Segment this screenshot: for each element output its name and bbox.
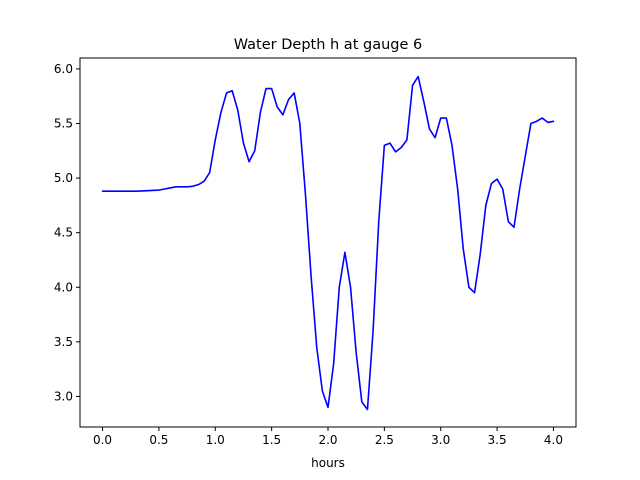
x-tick-label-0: 0.0 xyxy=(93,433,112,447)
y-tick-label-0: 3.0 xyxy=(54,389,73,403)
chart-title: Water Depth h at gauge 6 xyxy=(234,37,422,53)
x-tick-label-1: 0.5 xyxy=(149,433,168,447)
y-tick-label-5: 5.5 xyxy=(54,117,73,131)
x-axis-label: hours xyxy=(311,456,345,470)
y-tick-label-6: 6.0 xyxy=(54,62,73,76)
x-tick-label-4: 2.0 xyxy=(318,433,337,447)
x-tick-label-7: 3.5 xyxy=(488,433,507,447)
y-tick-label-4: 5.0 xyxy=(54,171,73,185)
x-tick-label-2: 1.0 xyxy=(206,433,225,447)
series-line-0 xyxy=(101,75,555,411)
y-tick-label-2: 4.0 xyxy=(54,280,73,294)
x-tick-label-6: 3.0 xyxy=(431,433,450,447)
x-tick-label-8: 4.0 xyxy=(544,433,563,447)
x-tick-label-3: 1.5 xyxy=(262,433,281,447)
plot-area: 0.0 0.5 1.0 1.5 2.0 2.5 3.0 3.5 4.0 3.0 3.5 4.0 4.5 5… xyxy=(54,57,577,447)
x-tick-label-5: 2.5 xyxy=(375,433,394,447)
y-tick-label-1: 3.5 xyxy=(54,335,73,349)
y-tick-label-3: 4.5 xyxy=(54,226,73,240)
